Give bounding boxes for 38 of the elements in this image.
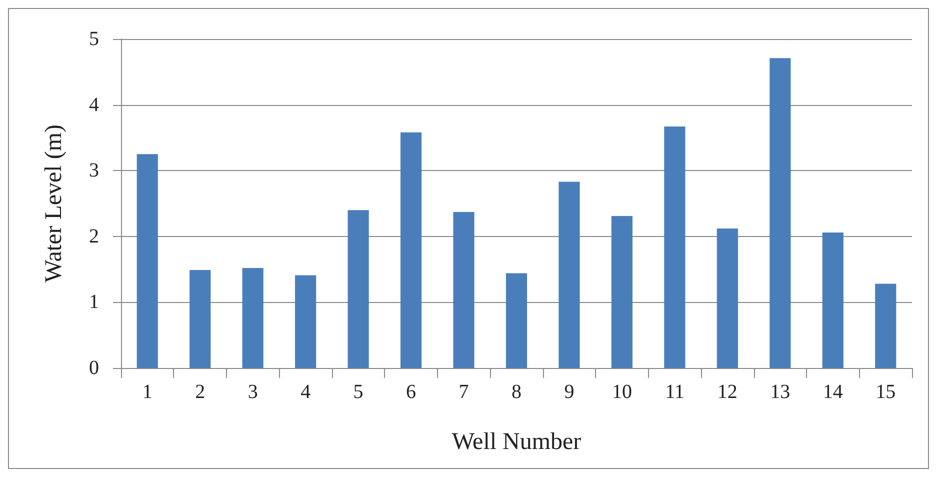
x-tick-label: 14: [822, 381, 843, 403]
x-tick-label: 11: [665, 381, 684, 403]
bar: [453, 212, 474, 368]
x-tick-label: 7: [458, 381, 469, 403]
bar: [558, 182, 580, 368]
bar: [875, 284, 896, 368]
bar: [664, 126, 686, 368]
y-tick-label: 2: [89, 225, 99, 248]
bar: [822, 232, 844, 368]
x-tick-label: 1: [142, 381, 152, 403]
x-tick-label: 13: [770, 381, 790, 403]
x-tick-label: 4: [300, 381, 311, 403]
x-tick-label: 10: [612, 381, 632, 403]
bar: [242, 268, 264, 368]
x-tick-label: 9: [564, 381, 574, 403]
x-tick-label: 3: [248, 381, 258, 403]
y-tick-label: 1: [89, 291, 99, 314]
bar: [506, 273, 528, 368]
bar: [295, 275, 316, 368]
y-axis-title: Water Level (m): [41, 124, 67, 282]
x-axis-title: Well Number: [452, 429, 582, 455]
bar: [348, 210, 369, 368]
y-tick-label: 4: [89, 94, 99, 116]
x-tick-label: 2: [195, 381, 206, 403]
y-tick-label: 5: [89, 28, 99, 50]
bar: [190, 270, 211, 368]
bar: [136, 154, 158, 368]
x-tick-label: 5: [353, 381, 364, 403]
x-tick-label: 15: [876, 381, 896, 403]
bar: [400, 132, 422, 368]
bar: [716, 228, 738, 368]
x-tick-label: 8: [512, 381, 522, 403]
y-tick-label: 0: [89, 357, 99, 379]
x-tick-label: 12: [717, 381, 738, 403]
bar: [611, 216, 633, 368]
bar: [770, 58, 791, 368]
y-tick-label: 3: [89, 160, 99, 182]
x-tick-label: 6: [406, 381, 416, 403]
